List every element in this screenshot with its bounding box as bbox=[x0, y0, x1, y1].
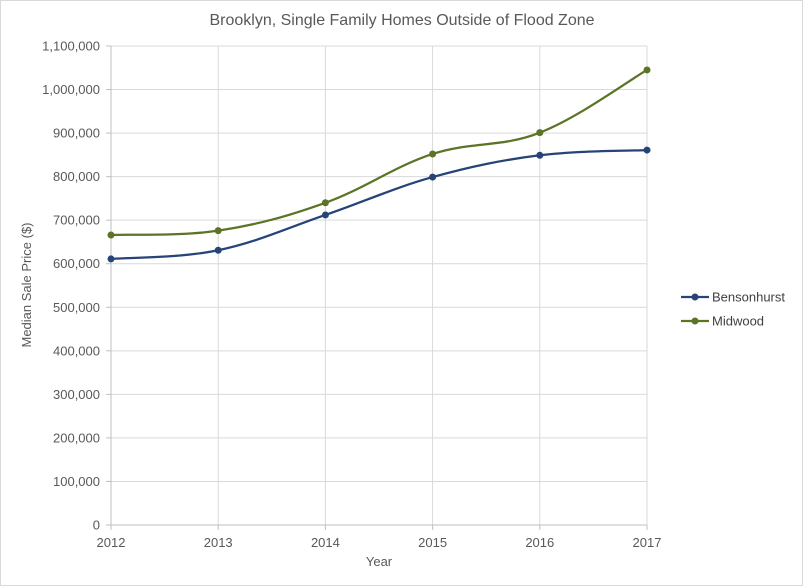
data-point-bensonhurst bbox=[321, 211, 329, 219]
axes bbox=[106, 45, 648, 530]
legend-swatch-marker bbox=[691, 293, 699, 301]
legend-label: Bensonhurst bbox=[712, 290, 785, 305]
y-tick-label: 600,000 bbox=[53, 256, 100, 271]
legend-item-midwood: Midwood bbox=[681, 314, 764, 329]
y-tick-label: 100,000 bbox=[53, 474, 100, 489]
y-axis-label: Median Sale Price ($) bbox=[19, 223, 34, 348]
x-tick-label: 2016 bbox=[525, 535, 554, 550]
y-tick-label: 800,000 bbox=[53, 169, 100, 184]
data-point-bensonhurst bbox=[643, 146, 651, 154]
legend-swatch-marker bbox=[691, 317, 699, 325]
series-group bbox=[107, 66, 651, 263]
chart-title: Brooklyn, Single Family Homes Outside of… bbox=[209, 12, 594, 29]
y-tick-label: 900,000 bbox=[53, 126, 100, 141]
data-point-midwood bbox=[536, 129, 544, 137]
data-point-midwood bbox=[107, 231, 115, 239]
y-tick-label: 1,100,000 bbox=[42, 39, 100, 54]
data-point-bensonhurst bbox=[214, 246, 222, 254]
series-bensonhurst bbox=[107, 146, 651, 263]
series-line-midwood bbox=[110, 68, 648, 237]
x-tick-label: 2017 bbox=[633, 535, 662, 550]
y-tick-label: 0 bbox=[93, 518, 100, 533]
data-point-midwood bbox=[643, 66, 651, 74]
y-tick-labels: 0 100,000 200,000 300,000 400,000 500,000 600,… bbox=[42, 39, 100, 533]
x-tick-label: 2013 bbox=[204, 535, 233, 550]
data-point-bensonhurst bbox=[429, 173, 437, 181]
x-tick-label: 2014 bbox=[311, 535, 340, 550]
y-tick-label: 700,000 bbox=[53, 213, 100, 228]
legend: Bensonhurst Midwood bbox=[681, 290, 785, 329]
series-midwood bbox=[107, 66, 651, 239]
data-point-midwood bbox=[321, 199, 329, 207]
x-tick-label: 2015 bbox=[418, 535, 447, 550]
y-tick-label: 300,000 bbox=[53, 387, 100, 402]
series-line-bensonhurst bbox=[110, 148, 648, 261]
y-tick-label: 1,000,000 bbox=[42, 82, 100, 97]
data-point-midwood bbox=[214, 227, 222, 235]
x-tick-label: 2012 bbox=[97, 535, 126, 550]
y-tick-label: 500,000 bbox=[53, 300, 100, 315]
y-tick-label: 400,000 bbox=[53, 343, 100, 358]
x-tick-labels: 2012 2013 2014 2015 2016 2017 bbox=[97, 535, 662, 550]
data-point-bensonhurst bbox=[107, 255, 115, 263]
grid-lines bbox=[111, 45, 648, 525]
y-tick-label: 200,000 bbox=[53, 430, 100, 445]
data-point-bensonhurst bbox=[536, 151, 544, 159]
legend-label: Midwood bbox=[712, 314, 764, 329]
legend-item-bensonhurst: Bensonhurst bbox=[681, 290, 785, 305]
x-axis-label: Year bbox=[366, 554, 393, 569]
data-point-midwood bbox=[429, 150, 437, 158]
